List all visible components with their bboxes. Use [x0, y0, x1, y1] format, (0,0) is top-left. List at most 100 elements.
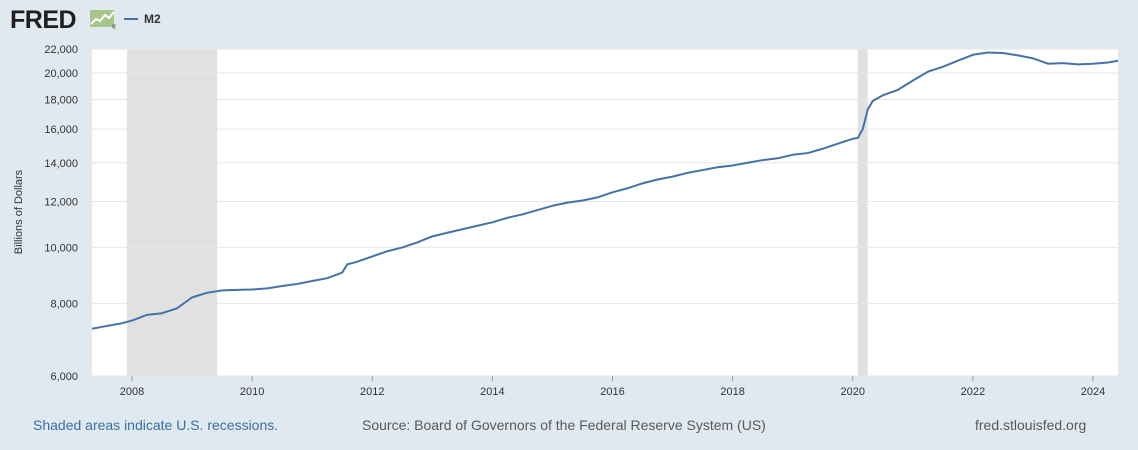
logo-registered-mark: ®: [112, 24, 116, 29]
series-point-23: [416, 241, 418, 243]
y-tick-label-18000: 18,000: [44, 95, 78, 107]
series-point-24: [431, 235, 433, 237]
chart-legend[interactable]: M2: [124, 12, 161, 26]
x-tick-label-2018: 2018: [720, 386, 744, 398]
x-tick-label-2022: 2022: [961, 386, 985, 398]
series-point-41: [686, 172, 688, 174]
series-point-67: [1032, 57, 1034, 59]
legend-swatch: [124, 18, 138, 20]
y-tick-label-10000: 10,000: [44, 242, 78, 254]
series-point-55: [867, 108, 869, 110]
series-point-65: [1002, 52, 1004, 54]
series-point-69: [1062, 62, 1064, 64]
y-tick-label-6000: 6,000: [50, 371, 78, 383]
series-point-61: [942, 66, 944, 68]
series-point-6: [176, 307, 178, 309]
y-tick-label-8000: 8,000: [50, 299, 78, 311]
series-point-26: [461, 228, 463, 230]
series-point-0: [91, 328, 93, 330]
x-tick-label-2008: 2008: [120, 386, 144, 398]
series-line-m2: [91, 51, 1119, 330]
series-point-12: [266, 287, 268, 289]
series-group: [91, 51, 1119, 330]
fred-logo-text[interactable]: FRED: [10, 6, 77, 34]
series-point-3: [131, 319, 133, 321]
series-point-29: [506, 217, 508, 219]
series-point-35: [596, 196, 598, 198]
series-point-19: [356, 260, 358, 262]
series-point-53: [857, 137, 859, 139]
x-tick-label-2012: 2012: [360, 386, 384, 398]
series-point-52: [852, 138, 854, 140]
series-point-64: [987, 51, 989, 53]
series-point-49: [806, 152, 808, 154]
series-point-27: [476, 225, 478, 227]
series-point-32: [551, 205, 553, 207]
series-point-14: [296, 283, 298, 285]
series-point-47: [776, 157, 778, 159]
series-point-17: [341, 271, 343, 273]
series-point-42: [701, 169, 703, 171]
x-tick-label-2020: 2020: [840, 386, 864, 398]
recession-band-0: [127, 49, 218, 376]
source-text: Source: Board of Governors of the Federa…: [362, 417, 766, 433]
fred-logo-graph-icon[interactable]: ®: [90, 9, 116, 29]
series-point-4: [146, 314, 148, 316]
series-point-43: [716, 166, 718, 168]
series-point-57: [882, 94, 884, 96]
series-point-45: [746, 162, 748, 164]
recession-note-link[interactable]: Shaded areas indicate U.S. recessions.: [33, 417, 279, 433]
series-point-13: [281, 285, 283, 287]
line-chart[interactable]: 6,000 8,000 10,000 12,000 14,000 16,000 18,000…: [0, 0, 1138, 410]
logo-icon-line: [90, 11, 115, 25]
series-point-72: [1107, 61, 1109, 63]
y-tick-label-12000: 12,000: [44, 197, 78, 209]
series-point-9: [221, 289, 223, 291]
series-point-73: [1117, 60, 1119, 62]
series-point-16: [326, 277, 328, 279]
y-tick-label-16000: 16,000: [44, 124, 78, 136]
series-point-28: [491, 221, 493, 223]
series-point-11: [251, 288, 253, 290]
gridline-group: [92, 48, 1118, 377]
series-point-68: [1047, 63, 1049, 65]
x-tick-label-2010: 2010: [240, 386, 264, 398]
y-tick-label-20000: 20,000: [44, 68, 78, 80]
series-point-60: [927, 71, 929, 73]
series-point-21: [386, 250, 388, 252]
series-point-62: [957, 60, 959, 62]
y-axis-tick-labels: 6,000 8,000 10,000 12,000 14,000 16,000 18,000…: [44, 44, 78, 383]
plot-area: [92, 49, 1118, 376]
series-point-63: [972, 54, 974, 56]
x-tick-label-2016: 2016: [600, 386, 624, 398]
recession-shading-group: [127, 49, 868, 376]
recession-band-1: [857, 49, 868, 376]
series-point-7: [191, 296, 193, 298]
x-tick-label-2024: 2024: [1081, 386, 1105, 398]
series-point-36: [611, 191, 613, 193]
series-point-10: [236, 289, 238, 291]
series-point-1: [106, 325, 108, 327]
site-url-text: fred.stlouisfed.org: [975, 417, 1087, 433]
series-point-46: [761, 159, 763, 161]
series-point-15: [311, 280, 313, 282]
x-tick-label-2014: 2014: [480, 386, 504, 398]
series-point-25: [446, 232, 448, 234]
legend-series-label: M2: [144, 12, 161, 26]
series-point-18: [346, 263, 348, 265]
series-point-8: [206, 292, 208, 294]
series-point-58: [897, 89, 899, 91]
series-point-40: [671, 175, 673, 177]
series-point-48: [791, 154, 793, 156]
y-tick-label-22000: 22,000: [44, 44, 78, 56]
series-point-71: [1092, 63, 1094, 65]
series-point-51: [837, 143, 839, 145]
series-point-22: [401, 246, 403, 248]
series-point-33: [566, 201, 568, 203]
series-point-56: [872, 100, 874, 102]
chart-header: FRED ® M2: [0, 0, 1138, 40]
x-axis-tick-labels: 2008 2010 2012 2014 2016 2018 2020 2022 2024: [120, 376, 1105, 398]
y-tick-label-14000: 14,000: [44, 158, 78, 170]
series-point-44: [731, 164, 733, 166]
series-point-38: [641, 182, 643, 184]
